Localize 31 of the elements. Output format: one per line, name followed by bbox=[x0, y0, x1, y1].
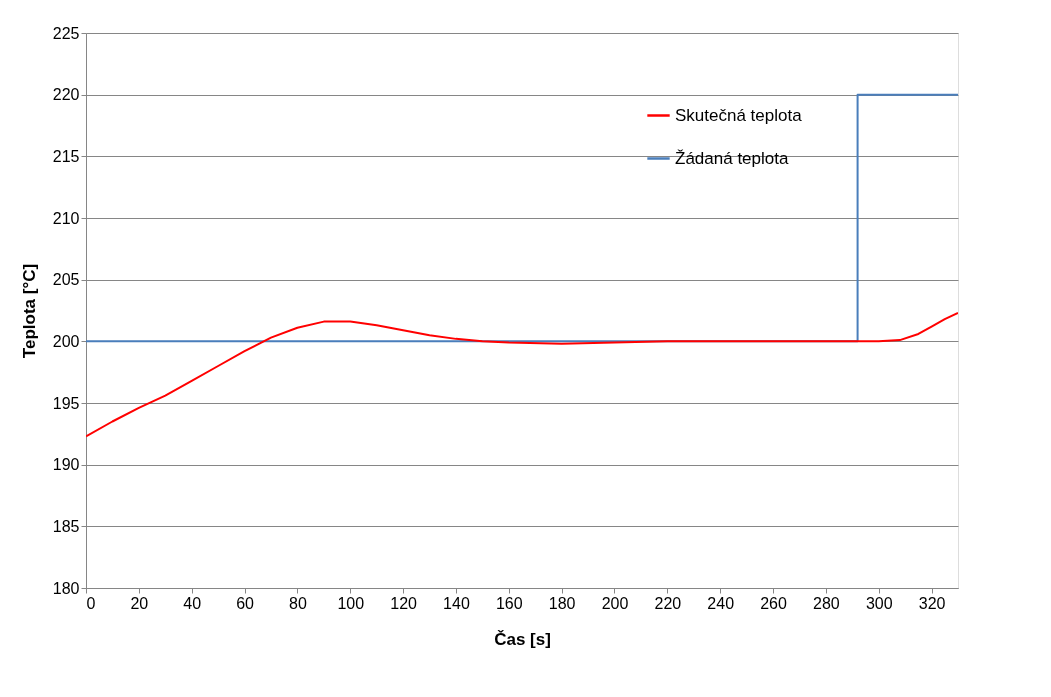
x-tick-label: 20 bbox=[130, 594, 149, 612]
y-tick-label: 220 bbox=[52, 86, 80, 104]
y-tick-label: 200 bbox=[52, 332, 80, 350]
x-tick-label: 280 bbox=[813, 594, 840, 612]
x-axis-title: Čas [s] bbox=[494, 629, 551, 649]
x-tick-label: 240 bbox=[707, 594, 735, 612]
x-tick-label: 60 bbox=[236, 594, 255, 612]
x-tick-label: 120 bbox=[390, 594, 418, 612]
x-tick-label: 300 bbox=[865, 594, 893, 612]
x-tick-label: 180 bbox=[548, 594, 576, 612]
x-tick-label: 100 bbox=[337, 594, 365, 612]
x-tick-label: 220 bbox=[654, 594, 682, 612]
y-tick-label: 215 bbox=[52, 147, 80, 165]
x-tick-label: 320 bbox=[918, 594, 946, 612]
y-tick-label: 210 bbox=[52, 209, 80, 227]
y-axis-title: Teplota [°C] bbox=[19, 263, 39, 359]
x-tick-label: 0 bbox=[86, 594, 96, 612]
y-tick-label: 190 bbox=[52, 456, 80, 474]
x-tick-label: 260 bbox=[760, 594, 787, 612]
y-tick-label: 195 bbox=[52, 394, 80, 412]
x-tick-label: 200 bbox=[601, 594, 629, 612]
x-tick-label: 140 bbox=[443, 594, 470, 612]
y-tick-label: 180 bbox=[52, 579, 80, 597]
x-tick-label: 160 bbox=[495, 594, 523, 612]
legend-label: Žádaná teplota bbox=[675, 148, 789, 168]
y-tick-label: 185 bbox=[52, 517, 80, 535]
y-tick-label: 225 bbox=[52, 24, 80, 42]
y-tick-label: 205 bbox=[52, 271, 80, 289]
x-tick-label: 40 bbox=[183, 594, 202, 612]
x-tick-label: 80 bbox=[289, 594, 307, 612]
legend-label: Skutečná teplota bbox=[675, 105, 803, 125]
